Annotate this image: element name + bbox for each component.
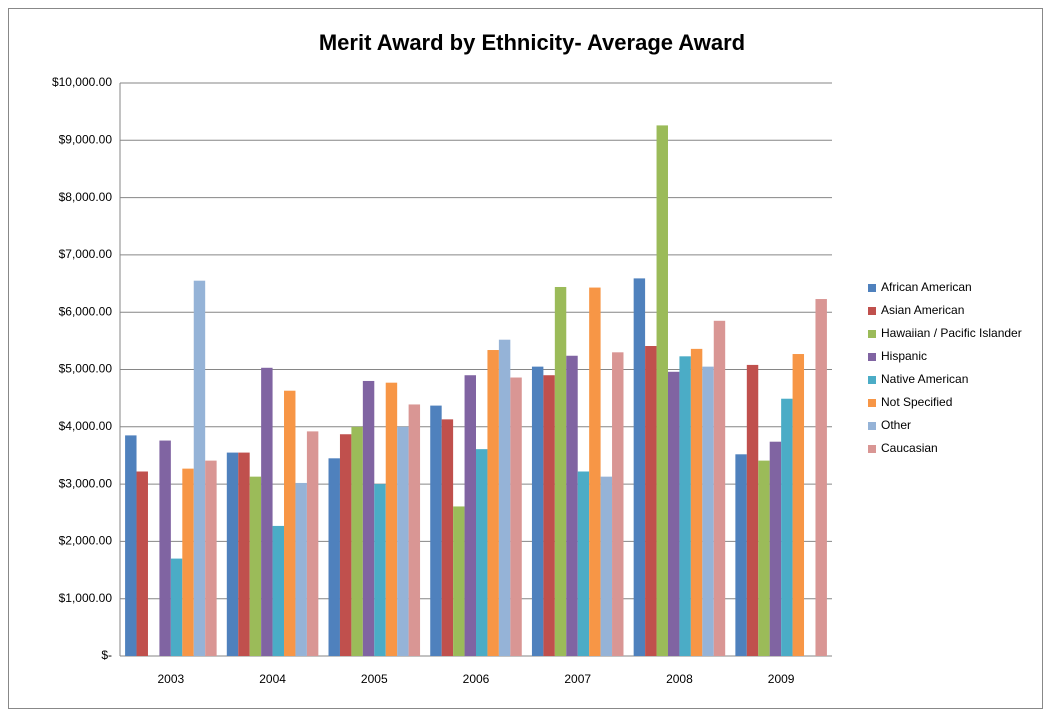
chart-title: Merit Award by Ethnicity- Average Award [319,30,745,55]
bar [702,366,714,656]
x-tick-label: 2004 [259,672,286,686]
legend-swatch [868,376,876,384]
bar [667,371,680,656]
y-tick-label: $4,000.00 [59,419,113,433]
bar [815,299,827,656]
bar [531,366,544,656]
y-tick-label: $1,000.00 [59,591,113,605]
bar [746,364,759,656]
bar [226,452,239,656]
bar [476,449,488,656]
bar [679,356,691,656]
legend-swatch [868,445,876,453]
legend-label: Native American [881,372,968,386]
bar [339,434,352,656]
bar [487,350,499,656]
bar [182,468,194,656]
bar [566,355,578,656]
bar [577,471,590,656]
bar [792,354,805,656]
bar [713,320,726,656]
bar [589,287,601,656]
bar [351,426,363,656]
bar [408,404,421,656]
bar [205,460,217,656]
bar [781,398,793,656]
bar [510,377,522,656]
y-tick-label: $6,000.00 [59,304,113,318]
legend-label: African American [881,280,972,294]
bar [159,440,171,656]
bar [136,471,148,656]
bar [362,380,375,656]
bar [328,458,340,656]
bar [374,484,386,656]
legend-label: Hispanic [881,349,927,363]
bar [385,382,398,656]
bar [272,525,285,656]
x-tick-label: 2005 [361,672,388,686]
x-tick-label: 2003 [158,672,185,686]
bar [633,278,646,656]
bar [543,375,555,656]
bar [769,441,782,656]
legend-label: Other [881,418,911,432]
y-tick-label: $9,000.00 [59,132,113,146]
y-tick-label: $7,000.00 [59,247,113,261]
y-tick-label: $3,000.00 [59,476,113,490]
legend-label: Asian American [881,303,964,317]
legend-swatch [868,330,876,338]
y-tick-label: $5,000.00 [59,362,113,376]
bar [464,375,476,656]
y-tick-label: $2,000.00 [59,534,113,548]
bar [612,352,624,656]
bar [758,460,770,656]
legend-swatch [868,399,876,407]
bar [284,390,296,656]
legend-swatch [868,307,876,315]
bar [498,339,511,656]
bar [170,558,183,656]
bar [600,476,613,656]
legend-swatch [868,353,876,361]
legend-label: Not Specified [881,395,952,409]
bar [397,426,409,656]
bar [554,286,567,656]
bar [430,405,442,656]
x-tick-label: 2006 [463,672,490,686]
legend-label: Caucasian [881,441,938,455]
y-tick-label: $- [101,648,112,662]
bar [656,125,668,657]
x-tick-label: 2009 [768,672,795,686]
bar [261,367,273,656]
bar [306,431,319,656]
bar [249,476,262,656]
x-tick-label: 2008 [666,672,693,686]
legend-swatch [868,422,876,430]
bar [295,482,307,656]
bar [238,452,250,656]
bar [453,506,465,656]
bar [690,348,703,656]
bar [645,346,657,656]
bar [193,280,206,656]
y-tick-label: $10,000.00 [52,75,112,89]
y-tick-label: $8,000.00 [59,190,113,204]
legend-swatch [868,284,876,292]
x-tick-label: 2007 [564,672,591,686]
legend-label: Hawaiian / Pacific Islander [881,326,1022,340]
bar [441,419,454,656]
bar [125,435,137,656]
bar [735,454,747,656]
